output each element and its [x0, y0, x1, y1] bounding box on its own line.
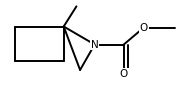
Text: O: O [120, 69, 128, 79]
Text: N: N [91, 40, 98, 50]
Text: O: O [140, 23, 148, 33]
